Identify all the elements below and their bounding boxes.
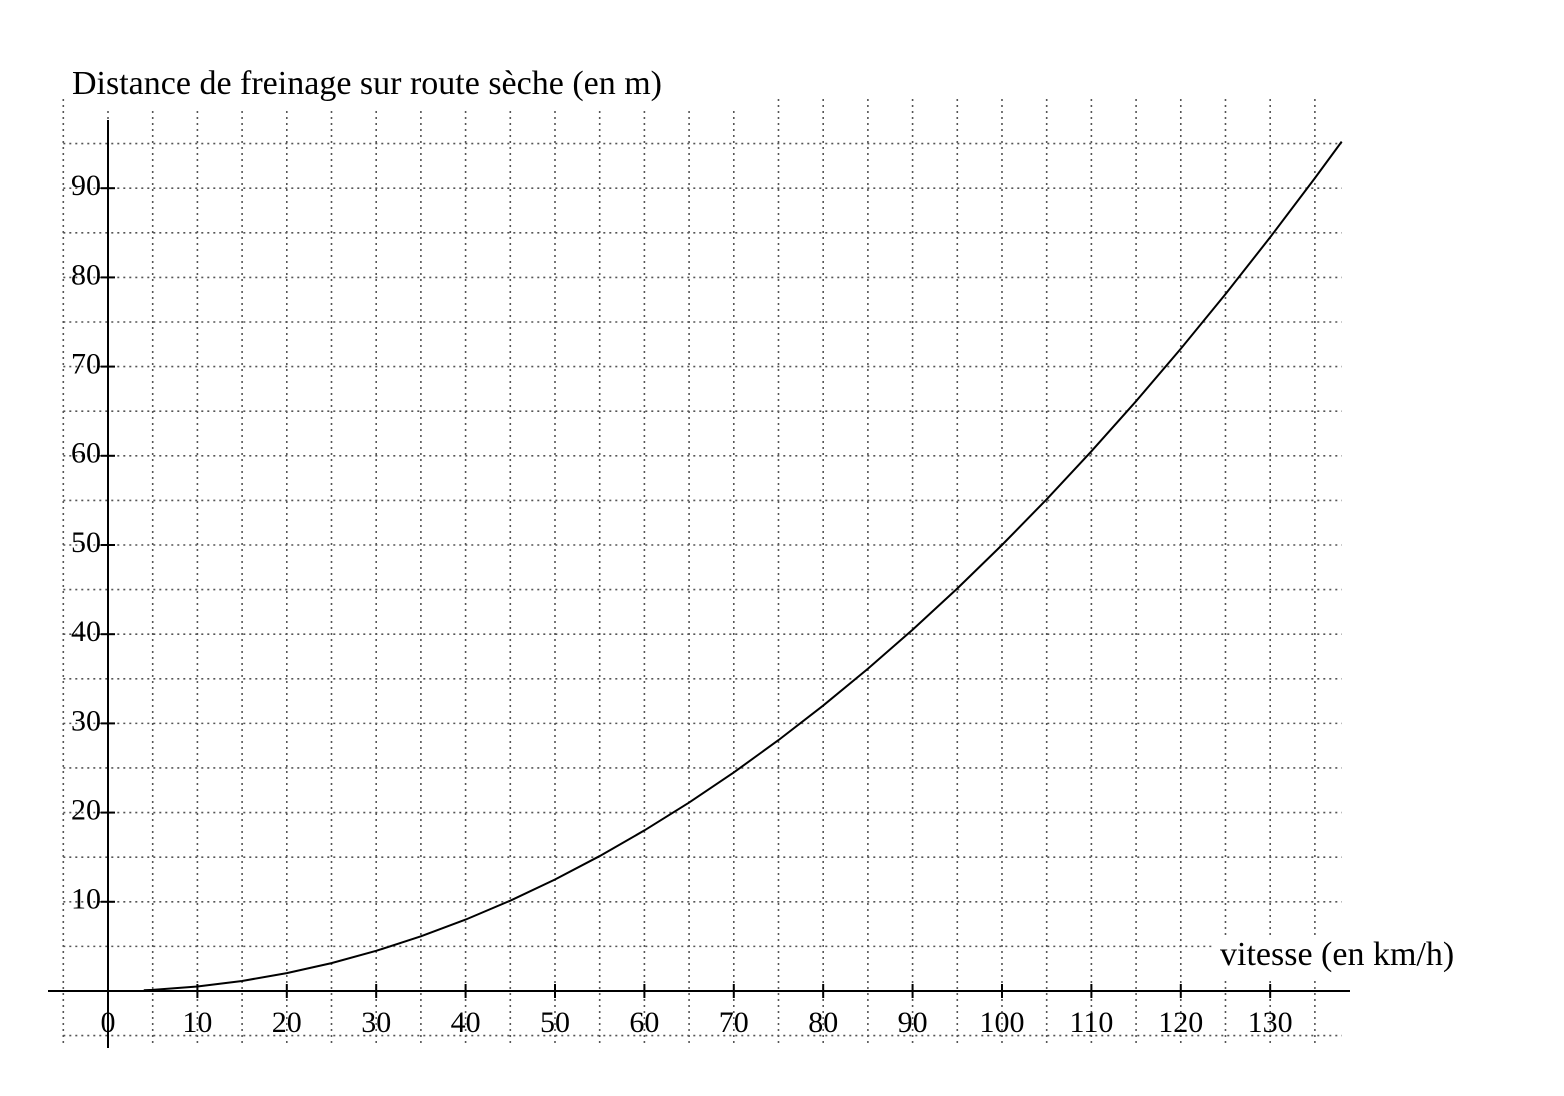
x-tick-label: 130 bbox=[1248, 1006, 1293, 1039]
y-tick-label: 30 bbox=[71, 704, 101, 737]
x-tick-label: 100 bbox=[979, 1006, 1024, 1039]
y-tick-label: 10 bbox=[71, 883, 101, 916]
y-tick-label: 70 bbox=[71, 347, 101, 380]
curve bbox=[143, 141, 1343, 992]
x-tick-label: 50 bbox=[540, 1006, 570, 1039]
x-tick-label: 0 bbox=[100, 1006, 115, 1039]
x-tick-label: 120 bbox=[1158, 1006, 1203, 1039]
grid bbox=[62, 99, 1342, 1045]
y-tick-label: 50 bbox=[71, 526, 101, 559]
y-tick-label: 20 bbox=[71, 793, 101, 826]
y-tick-label: 80 bbox=[71, 258, 101, 291]
chart-title: Distance de freinage sur route sèche (en… bbox=[72, 65, 662, 102]
x-tick-label: 80 bbox=[808, 1006, 838, 1039]
x-tick-label: 70 bbox=[719, 1006, 749, 1039]
y-tick-label: 60 bbox=[71, 437, 101, 470]
x-tick-label: 40 bbox=[451, 1006, 481, 1039]
y-tick-label: 90 bbox=[71, 169, 101, 202]
xlabel-backdrop bbox=[1212, 935, 1484, 979]
title-backdrop bbox=[68, 64, 764, 108]
x-axis-label: vitesse (en km/h) bbox=[1220, 936, 1454, 973]
x-tick-label: 30 bbox=[361, 1006, 391, 1039]
x-tick-label: 10 bbox=[182, 1006, 212, 1039]
x-tick-label: 90 bbox=[898, 1006, 928, 1039]
y-tick-label: 40 bbox=[71, 615, 101, 648]
x-tick-label: 110 bbox=[1069, 1006, 1113, 1039]
x-tick-label: 20 bbox=[272, 1006, 302, 1039]
x-tick-label: 60 bbox=[629, 1006, 659, 1039]
